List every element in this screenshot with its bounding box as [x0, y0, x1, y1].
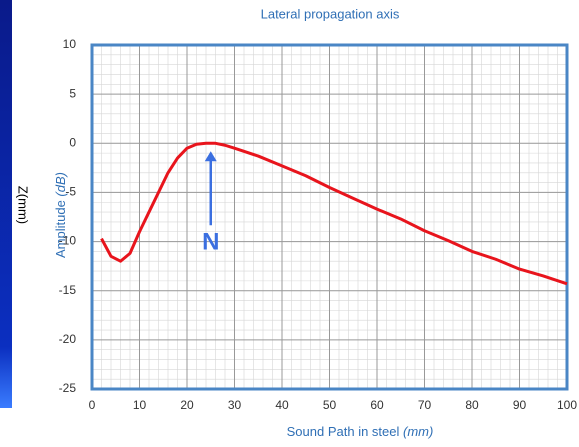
x-label-unit: (mm) — [403, 424, 433, 439]
y-tick-label: -5 — [65, 185, 76, 199]
x-axis-label: Sound Path in steel (mm) — [287, 424, 434, 439]
side-label: Z(mm) — [16, 186, 31, 224]
x-tick-label: 90 — [513, 398, 527, 412]
y-tick-label: -20 — [59, 332, 77, 346]
y-label-unit: (dB) — [53, 172, 68, 197]
x-tick-label: 30 — [228, 398, 242, 412]
plot-frame — [90, 43, 569, 391]
x-tick-label: 20 — [180, 398, 194, 412]
x-tick-label: 10 — [133, 398, 147, 412]
x-tick-label: 40 — [275, 398, 289, 412]
y-tick-label: -15 — [59, 283, 77, 297]
x-label-text: Sound Path in steel — [287, 424, 400, 439]
y-tick-label: -25 — [59, 381, 77, 395]
data-line — [100, 141, 568, 286]
x-tick-label: 60 — [370, 398, 384, 412]
annotation-label: N — [202, 229, 219, 256]
y-tick-label: 5 — [69, 86, 76, 100]
y-tick-label: -10 — [59, 234, 77, 248]
arrow-head — [204, 151, 217, 162]
x-tick-label: 100 — [557, 398, 577, 412]
x-tick-label: 50 — [323, 398, 337, 412]
y-tick-label: 10 — [63, 37, 77, 51]
x-tick-label: 70 — [418, 398, 432, 412]
color-strip — [0, 0, 12, 408]
y-axis-label: Amplitude (dB) — [53, 172, 68, 258]
y-tick-label: 0 — [69, 135, 76, 149]
chart-title: Lateral propagation axis — [261, 6, 400, 21]
x-tick-label: 0 — [89, 398, 96, 412]
x-tick-label: 80 — [465, 398, 479, 412]
y-label-text: Amplitude — [53, 200, 68, 258]
